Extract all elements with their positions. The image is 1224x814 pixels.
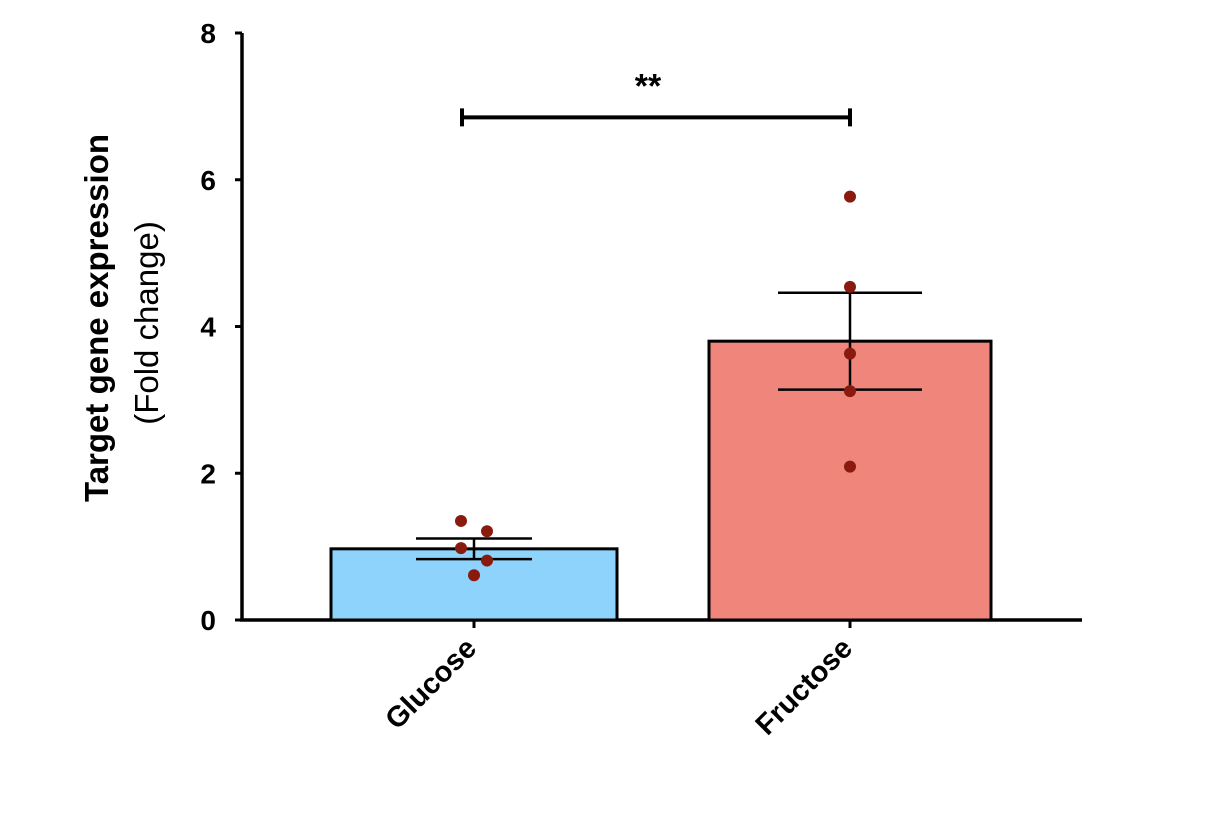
data-point bbox=[455, 514, 467, 527]
y-ticks: 0 2 4 6 8 bbox=[200, 18, 242, 636]
x-ticks: Glucose Fructose bbox=[379, 620, 859, 742]
significance-bracket: ** bbox=[460, 67, 852, 127]
data-point bbox=[481, 554, 493, 567]
y-axis-label: Target gene expression (Fold change) bbox=[78, 134, 165, 502]
y-axis-title: Target gene expression bbox=[78, 134, 115, 502]
significance-label: ** bbox=[635, 67, 662, 105]
y-tick-label: 4 bbox=[200, 312, 216, 343]
data-point bbox=[455, 542, 467, 555]
data-point bbox=[481, 525, 493, 538]
x-tick-label-glucose: Glucose bbox=[379, 632, 483, 736]
data-point bbox=[844, 385, 856, 398]
data-point bbox=[844, 190, 856, 203]
y-axis-subtitle: (Fold change) bbox=[128, 221, 165, 425]
y-tick-label: 0 bbox=[200, 605, 216, 636]
data-point bbox=[844, 460, 856, 473]
y-tick-label: 2 bbox=[200, 458, 216, 489]
y-tick-label: 6 bbox=[200, 165, 216, 196]
data-point bbox=[844, 347, 856, 360]
data-points bbox=[455, 190, 856, 582]
data-point bbox=[844, 280, 856, 293]
x-tick-label-fructose: Fructose bbox=[750, 632, 859, 741]
data-point bbox=[468, 569, 480, 582]
y-tick-label: 8 bbox=[200, 18, 216, 49]
bars bbox=[329, 339, 993, 622]
